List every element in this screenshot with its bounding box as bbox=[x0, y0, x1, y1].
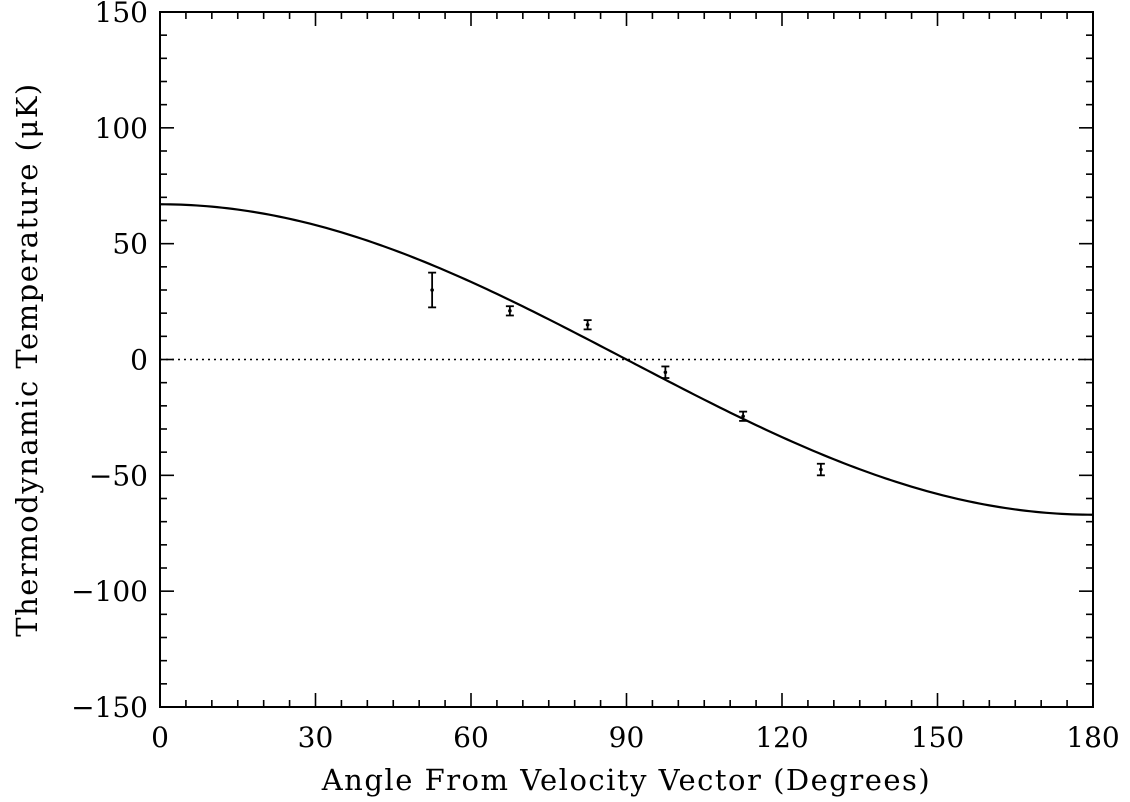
point-marker bbox=[663, 370, 668, 375]
x-tick-label: 0 bbox=[151, 721, 169, 754]
y-tick-label: −50 bbox=[89, 459, 148, 492]
x-tick-label: 180 bbox=[1066, 721, 1119, 754]
y-tick-label: 50 bbox=[112, 228, 148, 261]
y-tick-label: −100 bbox=[71, 575, 148, 608]
y-tick-label: 100 bbox=[95, 112, 148, 145]
data-point-2 bbox=[505, 305, 514, 317]
data-point-6 bbox=[816, 462, 825, 477]
plot-frame bbox=[159, 11, 1094, 708]
model-curve bbox=[159, 203, 1094, 516]
y-tick-label: 0 bbox=[130, 344, 148, 377]
data-points bbox=[428, 271, 825, 477]
x-tick-label: 150 bbox=[911, 721, 964, 754]
x-tick-label: 120 bbox=[755, 721, 808, 754]
point-marker bbox=[430, 288, 434, 292]
tick-labels: 0 30 60 90 120 150 180 −150 −100 −50 0 50 100 150 bbox=[71, 0, 1120, 754]
x-tick-label: 90 bbox=[609, 721, 645, 754]
data-point-4 bbox=[661, 365, 670, 379]
data-point-1 bbox=[428, 271, 437, 309]
point-marker bbox=[508, 309, 512, 313]
data-point-3 bbox=[583, 319, 592, 331]
y-tick-label: −150 bbox=[71, 691, 148, 724]
point-marker bbox=[585, 322, 590, 327]
x-tick-label: 30 bbox=[298, 721, 334, 754]
x-tick-label: 60 bbox=[453, 721, 489, 754]
point-marker bbox=[819, 467, 823, 472]
data-point-5 bbox=[739, 410, 748, 422]
y-tick-label: 150 bbox=[95, 0, 148, 29]
point-marker bbox=[741, 414, 745, 419]
y-axis-title: Thermodynamic Temperature (μK) bbox=[10, 82, 44, 637]
x-axis-title: Angle From Velocity Vector (Degrees) bbox=[321, 763, 932, 797]
